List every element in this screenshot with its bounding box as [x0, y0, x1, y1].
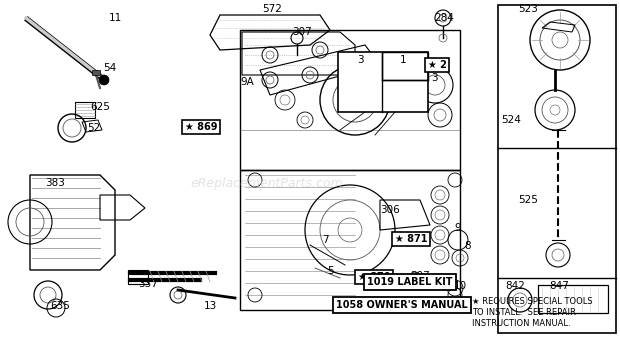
Text: 307: 307: [410, 271, 430, 281]
Text: 635: 635: [50, 301, 70, 311]
Text: 10: 10: [453, 281, 467, 291]
Text: 625: 625: [90, 102, 110, 112]
Bar: [128, 270, 148, 284]
Text: 1: 1: [400, 55, 406, 65]
Text: 5: 5: [327, 266, 334, 276]
Bar: [338, 52, 428, 112]
Text: 13: 13: [203, 301, 216, 311]
Text: 572: 572: [262, 4, 282, 14]
Text: 306: 306: [380, 205, 400, 215]
Text: 9A: 9A: [240, 77, 254, 87]
Text: 1058 OWNER'S MANUAL: 1058 OWNER'S MANUAL: [336, 300, 468, 310]
Text: TO INSTALL.  SEE REPAIR: TO INSTALL. SEE REPAIR: [472, 308, 576, 317]
Text: ★ 871: ★ 871: [395, 234, 427, 244]
Text: 3: 3: [431, 73, 437, 83]
Text: ★ 870: ★ 870: [358, 272, 390, 282]
Text: ★ 869: ★ 869: [185, 122, 217, 132]
Text: ★ REQUIRES SPECIAL TOOLS: ★ REQUIRES SPECIAL TOOLS: [472, 297, 593, 306]
Bar: [498, 5, 616, 333]
Text: 525: 525: [518, 195, 538, 205]
Text: 11: 11: [108, 13, 122, 23]
Text: eReplacementParts.com: eReplacementParts.com: [190, 177, 343, 190]
Text: 842: 842: [505, 281, 525, 291]
Text: 847: 847: [549, 281, 569, 291]
Text: INSTRUCTION MANUAL.: INSTRUCTION MANUAL.: [472, 319, 570, 328]
Text: 7: 7: [322, 235, 329, 245]
Bar: [92, 70, 100, 75]
Bar: [382, 52, 428, 80]
Text: 9: 9: [454, 223, 461, 233]
Circle shape: [99, 75, 109, 85]
Text: 3: 3: [356, 55, 363, 65]
Text: 337: 337: [138, 279, 158, 289]
Text: 284: 284: [434, 13, 454, 23]
Bar: [538, 285, 608, 313]
Text: 8: 8: [464, 241, 471, 251]
Text: 307: 307: [292, 27, 312, 37]
Text: 52: 52: [87, 123, 100, 133]
Text: 524: 524: [501, 115, 521, 125]
Text: 1019 LABEL KIT: 1019 LABEL KIT: [367, 277, 453, 287]
Text: 523: 523: [518, 4, 538, 14]
Text: 383: 383: [45, 178, 65, 188]
Text: 54: 54: [104, 63, 117, 73]
Text: ★ 2: ★ 2: [428, 60, 446, 70]
